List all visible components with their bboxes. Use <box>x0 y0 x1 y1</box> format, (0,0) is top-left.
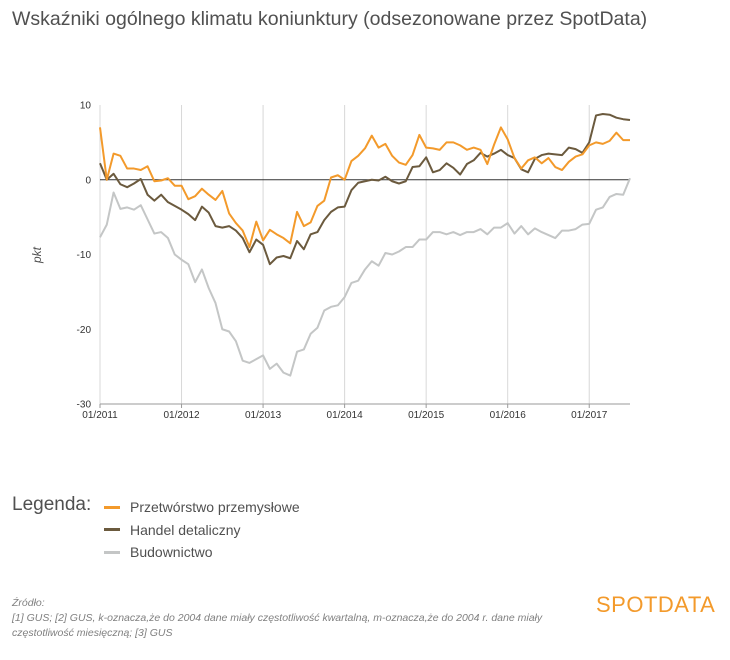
y-tick-label: 10 <box>80 101 92 112</box>
legend-label: Budownictwo <box>130 544 213 561</box>
x-tick-label: 01/2017 <box>571 410 608 421</box>
legend-item-przemysl[interactable]: Przetwórstwo przemysłowe <box>104 496 364 519</box>
line-chart: 100-10-20-30 01/2011 01/2012 01/2013 01/201… <box>30 101 631 421</box>
x-axis-ticks: 01/2011 01/2012 01/2013 01/2014 01/2015 01/20… <box>82 404 608 421</box>
x-tick-label: 01/2012 <box>163 410 200 421</box>
legend-items: Przetwórstwo przemysłowe Handel detalicz… <box>104 496 364 564</box>
source-note: Źródło: [1] GUS; [2] GUS, k-oznacza,że d… <box>12 596 572 641</box>
legend-label: Handel detaliczny <box>130 521 241 538</box>
series-layer <box>99 112 631 377</box>
x-tick-label: 01/2011 <box>82 410 118 421</box>
y-tick-label: 0 <box>85 175 91 186</box>
legend-swatch-handel <box>104 528 120 532</box>
chart-title: Wskaźniki ogólnego klimatu koniunktury (… <box>12 8 648 30</box>
legend-swatch-przemysl <box>104 505 120 509</box>
legend-swatch-budownictwo <box>104 550 120 554</box>
y-tick-label: -30 <box>77 400 92 411</box>
grid-layer <box>99 105 630 405</box>
x-tick-label: 01/2013 <box>245 410 282 421</box>
y-tick-label: -10 <box>77 250 92 261</box>
series-line-przemysl <box>99 126 630 249</box>
y-tick-label: -20 <box>77 325 92 336</box>
y-axis-ticks: 10 0 -10 -20 -30 <box>77 101 92 411</box>
x-tick-label: 01/2016 <box>490 410 527 421</box>
x-tick-label: 01/2014 <box>327 410 364 421</box>
legend-item-budownictwo[interactable]: Budownictwo <box>104 541 364 564</box>
source-heading: Źródło: <box>12 597 45 609</box>
source-text: [1] GUS; [2] GUS, k-oznacza,że do 2004 d… <box>12 612 543 639</box>
spotdata-logo: SPOTDATA <box>596 592 716 617</box>
legend-item-handel[interactable]: Handel detaliczny <box>104 519 364 542</box>
series-line-budownictwo <box>99 177 631 377</box>
y-axis-label: pkt <box>30 246 44 264</box>
legend-title: Legenda: <box>12 494 92 515</box>
series-line-handel <box>99 112 631 266</box>
legend-label: Przetwórstwo przemysłowe <box>130 499 300 516</box>
x-tick-label: 01/2015 <box>408 410 445 421</box>
